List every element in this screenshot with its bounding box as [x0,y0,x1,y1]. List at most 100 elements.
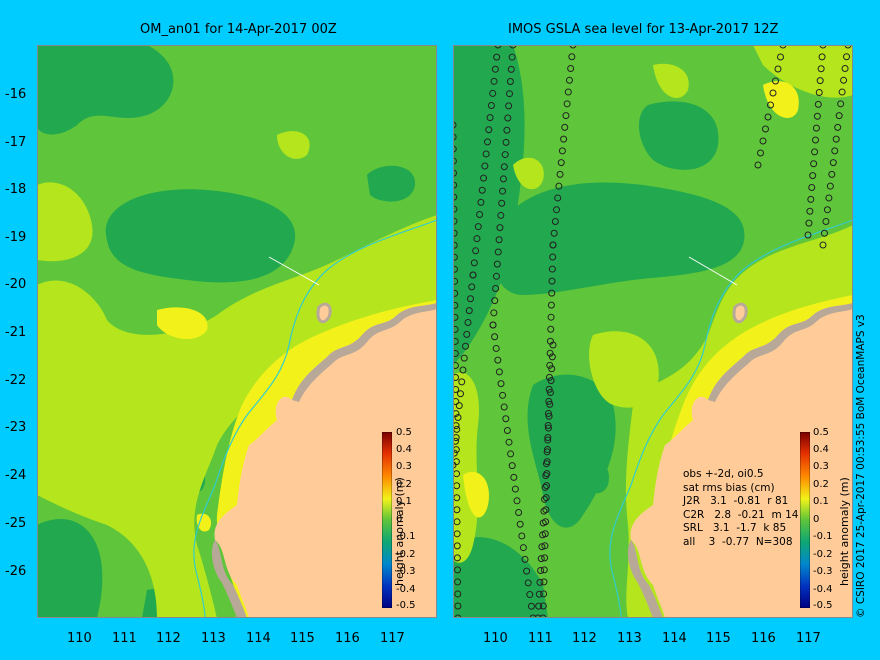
track-point [453,277,459,285]
track-point [820,229,828,237]
track-point [841,65,849,73]
track-point [548,365,556,373]
track-point [453,301,459,309]
y-tick-label: -18 [5,182,27,197]
track-point [543,448,551,456]
track-point [817,65,825,73]
track-point [812,136,819,144]
track-point [464,319,472,326]
track-point [453,349,459,357]
x-tick-label: 114 [662,631,687,646]
track-point [453,374,460,382]
track-point [453,313,459,321]
left-panel-title: OM_an01 for 14-Apr-2017 00Z [140,22,337,37]
right-colorbar [800,432,810,608]
track-point [838,88,846,96]
x-tick-label: 113 [617,631,642,646]
colorbar-label: -0.5 [396,600,416,611]
track-point [548,289,556,297]
track-point [511,485,519,493]
track-point [536,578,544,586]
track-point [453,229,458,237]
track-point [840,76,848,84]
track-point [804,231,812,239]
track-point [548,277,556,285]
track-point [507,65,515,73]
track-point [834,123,842,131]
track-point [505,438,513,446]
track-point [822,217,830,225]
track-point [473,235,481,243]
satellite-track-points [453,45,852,618]
track-point [818,53,826,61]
track-point [764,113,772,121]
track-point [474,223,482,231]
y-tick-label: -23 [5,420,27,435]
x-tick-label: 110 [483,631,508,646]
track-point [547,377,555,385]
track-point [453,241,458,249]
colorbar-label: -0.3 [396,566,416,577]
track-point [453,337,459,345]
x-tick-label: 115 [290,631,315,646]
track-point [835,112,843,120]
track-point [542,506,550,514]
track-point [462,342,469,350]
track-point [544,409,552,417]
stats-line: sat rms bias (cm) [683,481,775,494]
track-point [458,378,466,386]
track-point [454,590,462,598]
track-point [506,78,514,86]
track-point [492,284,500,292]
track-point [481,162,489,170]
track-point [494,45,502,49]
track-point [495,236,503,244]
track-point [453,386,460,394]
x-tick-label: 117 [380,631,405,646]
track-point [529,614,537,618]
y-tick-label: -22 [5,373,27,388]
track-point [502,138,510,146]
track-point [489,89,497,97]
credit-line: © CSIRO 2017 25-Apr-2017 00:53:55 BoM Oc… [855,314,867,618]
colorbar-label: 0.2 [396,479,412,490]
track-point [497,211,505,219]
track-point [499,175,507,183]
track-point [453,410,460,418]
track-point [454,566,462,574]
track-point [453,542,461,550]
track-point [527,602,535,610]
track-point [486,114,494,122]
colorbar-label: 0 [813,514,820,525]
x-tick-label: 115 [706,631,731,646]
track-point [814,100,822,108]
track-point [769,89,777,97]
track-point [535,602,543,610]
track-point [523,567,531,575]
colorbar-label: -0.2 [813,549,833,560]
track-point [492,344,500,352]
colorbar-label: 0.5 [396,427,412,438]
track-point [547,325,555,333]
track-point [459,366,467,374]
track-point [567,65,575,73]
x-tick-label: 112 [572,631,597,646]
track-point [540,507,548,515]
track-point [819,241,827,249]
track-point [491,297,499,305]
colorbar-label: 0.2 [813,479,829,490]
track-point [453,437,459,445]
track-point [524,579,532,587]
track-point [808,184,816,191]
track-point [561,123,569,131]
track-point [550,229,558,237]
track-point [548,265,556,273]
track-point [540,578,548,586]
track-point [547,313,555,321]
track-point [468,283,476,291]
track-point [556,170,564,178]
track-point [541,542,549,550]
track-point [562,112,570,120]
track-point [453,265,458,273]
track-point [554,194,562,202]
